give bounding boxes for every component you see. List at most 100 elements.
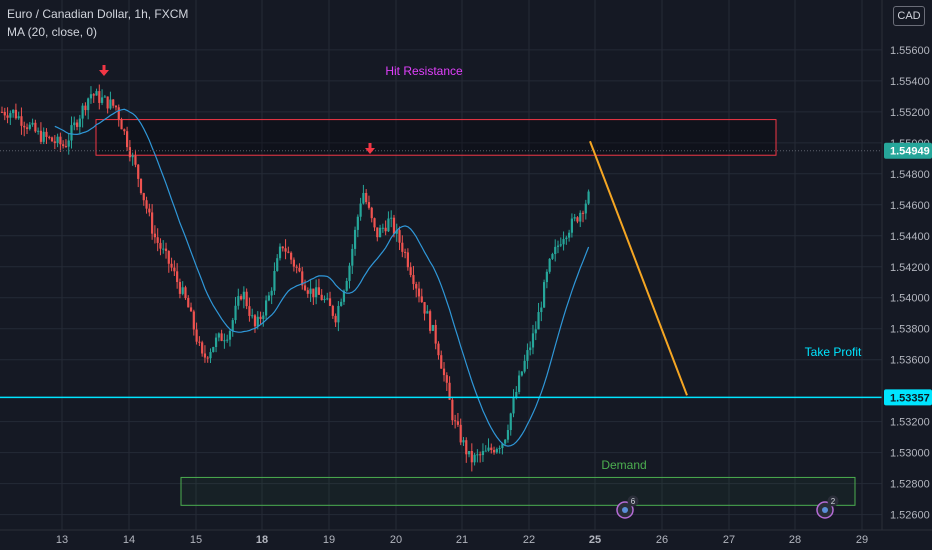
candle-body xyxy=(540,307,543,313)
candle-body xyxy=(440,355,443,369)
candle-body xyxy=(476,454,479,456)
candle-body xyxy=(437,343,440,356)
candle-body xyxy=(584,203,587,214)
candle-body xyxy=(481,451,485,456)
candle-body xyxy=(529,347,532,351)
candle-body xyxy=(139,178,143,194)
candle-body xyxy=(501,443,504,449)
candle-body xyxy=(576,217,579,222)
price-tick-label: 1.52800 xyxy=(890,479,930,491)
candle-body xyxy=(226,339,229,341)
candle-body xyxy=(365,192,368,203)
candle-body xyxy=(195,329,198,342)
candle-body xyxy=(234,305,237,321)
candle-body xyxy=(42,131,45,142)
current-price-badge: 1.54949 xyxy=(890,146,930,158)
candle-body xyxy=(209,352,212,359)
candle-body xyxy=(495,449,498,453)
candle-body xyxy=(548,258,551,272)
candle-body xyxy=(309,288,312,294)
candle-body xyxy=(176,271,179,283)
candle-body xyxy=(137,164,140,179)
candle-body xyxy=(3,111,6,116)
candle-body xyxy=(470,451,473,463)
time-tick-label: 26 xyxy=(656,534,668,546)
candle-body xyxy=(17,116,20,119)
candle-body xyxy=(498,448,501,450)
candle-body xyxy=(348,265,351,281)
candle-body xyxy=(45,131,48,137)
candle-body xyxy=(131,155,134,158)
candle-body xyxy=(203,353,207,358)
candle-body xyxy=(315,287,318,298)
time-axis: 13 14 15 18 19 20 21 22 25 26 27 28 29 xyxy=(0,529,932,546)
time-tick-label: 13 xyxy=(56,534,68,546)
candle-body xyxy=(454,420,457,422)
candle-body xyxy=(506,430,510,440)
candle-body xyxy=(351,248,354,266)
candle-body xyxy=(284,248,287,252)
candle-body xyxy=(120,119,123,130)
candle-body xyxy=(362,192,365,204)
currency-button[interactable]: CAD xyxy=(893,6,925,26)
candle-body xyxy=(67,140,70,147)
candle-body xyxy=(123,129,126,132)
candle-body xyxy=(401,242,404,252)
candle-body xyxy=(520,371,523,376)
resistance-label: Hit Resistance xyxy=(385,64,463,78)
candle-body xyxy=(559,244,562,246)
candle-body xyxy=(62,144,65,147)
time-tick-label: 14 xyxy=(123,534,135,546)
candle-body xyxy=(317,287,321,295)
candle-body xyxy=(14,109,17,119)
price-tick-label: 1.52600 xyxy=(890,510,930,522)
candle-body xyxy=(404,251,407,253)
candle-body xyxy=(78,118,81,127)
price-tick-label: 1.53000 xyxy=(890,448,930,460)
candle-body xyxy=(242,291,245,300)
candle-body xyxy=(334,315,337,323)
candle-body xyxy=(31,122,34,125)
candle-body xyxy=(526,350,529,361)
candle-body xyxy=(417,288,421,297)
candle-body xyxy=(384,227,387,232)
candle-body xyxy=(145,200,148,209)
candle-body xyxy=(59,136,62,145)
candle-body xyxy=(114,105,118,108)
current-price-badge-bg xyxy=(884,142,932,159)
candle-body xyxy=(545,271,548,283)
candle-body xyxy=(134,155,137,165)
price-axis: 1.52600 1.52800 1.53000 1.53200 1.53600 1.538… xyxy=(881,0,932,530)
candle-body xyxy=(531,333,535,348)
time-tick-label: 25 xyxy=(589,534,601,546)
candle-body xyxy=(245,291,248,307)
event-count: 2 xyxy=(831,497,836,506)
candle-body xyxy=(395,230,398,234)
candle-body xyxy=(326,298,329,300)
demand-zone xyxy=(180,476,856,506)
candle-body xyxy=(581,212,585,214)
candle-body xyxy=(543,282,546,308)
candle-body xyxy=(303,285,307,291)
take-profit-badge: 1.53357 xyxy=(890,392,930,404)
candle-body xyxy=(484,450,487,452)
candle-body xyxy=(556,245,560,247)
price-tick-label: 1.54000 xyxy=(890,293,930,305)
candle-body xyxy=(64,146,68,148)
candle-body xyxy=(109,99,112,109)
candle-body xyxy=(431,325,434,331)
event-count-bg xyxy=(627,495,639,507)
candle-body xyxy=(534,329,537,334)
candle-body xyxy=(517,375,521,392)
candle-body xyxy=(281,246,284,249)
candle-body xyxy=(214,337,218,348)
candle-body xyxy=(187,298,190,308)
candle-body xyxy=(6,115,9,118)
candle-body xyxy=(565,237,568,240)
candle-body xyxy=(39,130,43,142)
candle-body xyxy=(48,136,51,138)
candle-body xyxy=(34,122,37,132)
candle-body xyxy=(359,203,362,217)
candle-body xyxy=(487,447,490,451)
